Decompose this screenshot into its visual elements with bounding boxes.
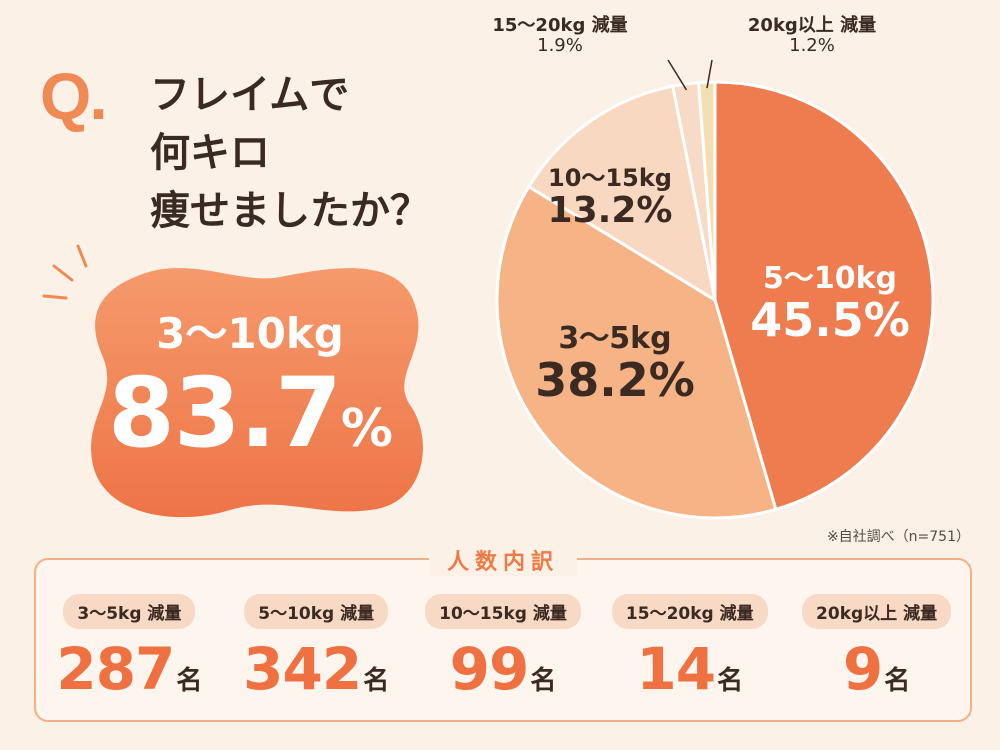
highlight-percent: 83.7% (80, 361, 420, 481)
pie-slice-value: 13.2% (547, 190, 673, 232)
breakdown-item: 15～20kg 減量 14名 (605, 594, 775, 703)
pie-chart (495, 59, 935, 520)
highlight-percent-value: 83.7 (108, 357, 342, 469)
breakdown-item: 5～10kg 減量 342名 (231, 594, 401, 703)
breakdown-item: 20kg以上 減量 9名 (792, 594, 962, 703)
highlight-blob (91, 267, 423, 518)
pie-slice-label: 10～15kg 13.2% (500, 165, 720, 231)
source-note: ※自社調べ（n=751） (826, 529, 970, 545)
q-mark: Q. (40, 58, 108, 134)
q-dot: . (89, 59, 107, 133)
pie-slice (696, 80, 717, 301)
breakdown-panel: 人数内訳 3～5kg 減量 287名 5～10kg 減量 342名 10～15k… (34, 544, 972, 722)
breakdown-count-unit: 名 (176, 666, 203, 696)
q-letter: Q (40, 59, 91, 133)
breakdown-item: 10～15kg 減量 99名 (418, 594, 588, 703)
highlight-percent-unit: % (340, 399, 393, 459)
highlight-text: 3～10kg 83.7% (80, 300, 420, 481)
breakdown-count-value: 9 (842, 635, 883, 703)
pie-slice-category: 5～10kg (762, 261, 898, 296)
pie-slice-label: 5～10kg 45.5% (720, 262, 940, 346)
pie-leader-line (667, 59, 688, 91)
breakdown-label: 5～10kg 減量 (244, 594, 389, 629)
breakdown-count: 9名 (792, 635, 962, 703)
breakdown-count: 287名 (44, 635, 214, 703)
pie-slice-category: 10～15kg (548, 164, 672, 192)
breakdown-label: 10～15kg 減量 (425, 594, 581, 629)
pie-leader-line (706, 59, 713, 89)
pie-slice-value: 45.5% (750, 293, 910, 347)
pie-slice-label: 15～20kg 減量 1.9% (450, 16, 670, 56)
breakdown-label: 20kg以上 減量 (802, 594, 952, 629)
breakdown-count-unit: 名 (530, 666, 557, 696)
breakdown-item: 3～5kg 減量 287名 (44, 594, 214, 703)
pie-slice (526, 84, 718, 304)
breakdown-title: 人数内訳 (428, 544, 578, 576)
breakdown-count: 14名 (605, 635, 775, 703)
breakdown-count: 99名 (418, 635, 588, 703)
breakdown-count-value: 14 (636, 635, 716, 703)
pie-slice-label: 20kg以上 減量 1.2% (702, 16, 922, 56)
pie-slice-label: 3～5kg 38.2% (505, 322, 725, 406)
breakdown-row: 3～5kg 減量 287名 5～10kg 減量 342名 10～15kg 減量 … (36, 594, 970, 703)
highlight-range: 3～10kg (156, 309, 344, 358)
breakdown-count-unit: 名 (363, 666, 390, 696)
breakdown-count-value: 342 (243, 635, 362, 703)
pie-slice-value: 1.2% (789, 34, 835, 56)
breakdown-label: 15～20kg 減量 (611, 594, 768, 629)
pie-slice-category: 3～5kg (558, 321, 672, 356)
breakdown-count-unit: 名 (884, 666, 911, 696)
breakdown-count-unit: 名 (717, 666, 744, 696)
pie-slice-value: 38.2% (535, 353, 695, 407)
breakdown-label: 3～5kg 減量 (63, 594, 196, 629)
emphasis-burst-icon (42, 244, 88, 300)
breakdown-count-value: 99 (449, 635, 530, 703)
breakdown-count-value: 287 (56, 635, 175, 703)
pie-slice (495, 184, 778, 520)
breakdown-count: 342名 (231, 635, 401, 703)
pie-slice (713, 80, 935, 512)
question-text: フレイムで 何キロ 痩せましたか？ (150, 72, 430, 234)
pie-slice-category: 20kg以上 減量 (747, 15, 877, 36)
pie-slice-category: 15～20kg 減量 (492, 15, 628, 36)
pie-slice-value: 1.9% (537, 34, 583, 56)
